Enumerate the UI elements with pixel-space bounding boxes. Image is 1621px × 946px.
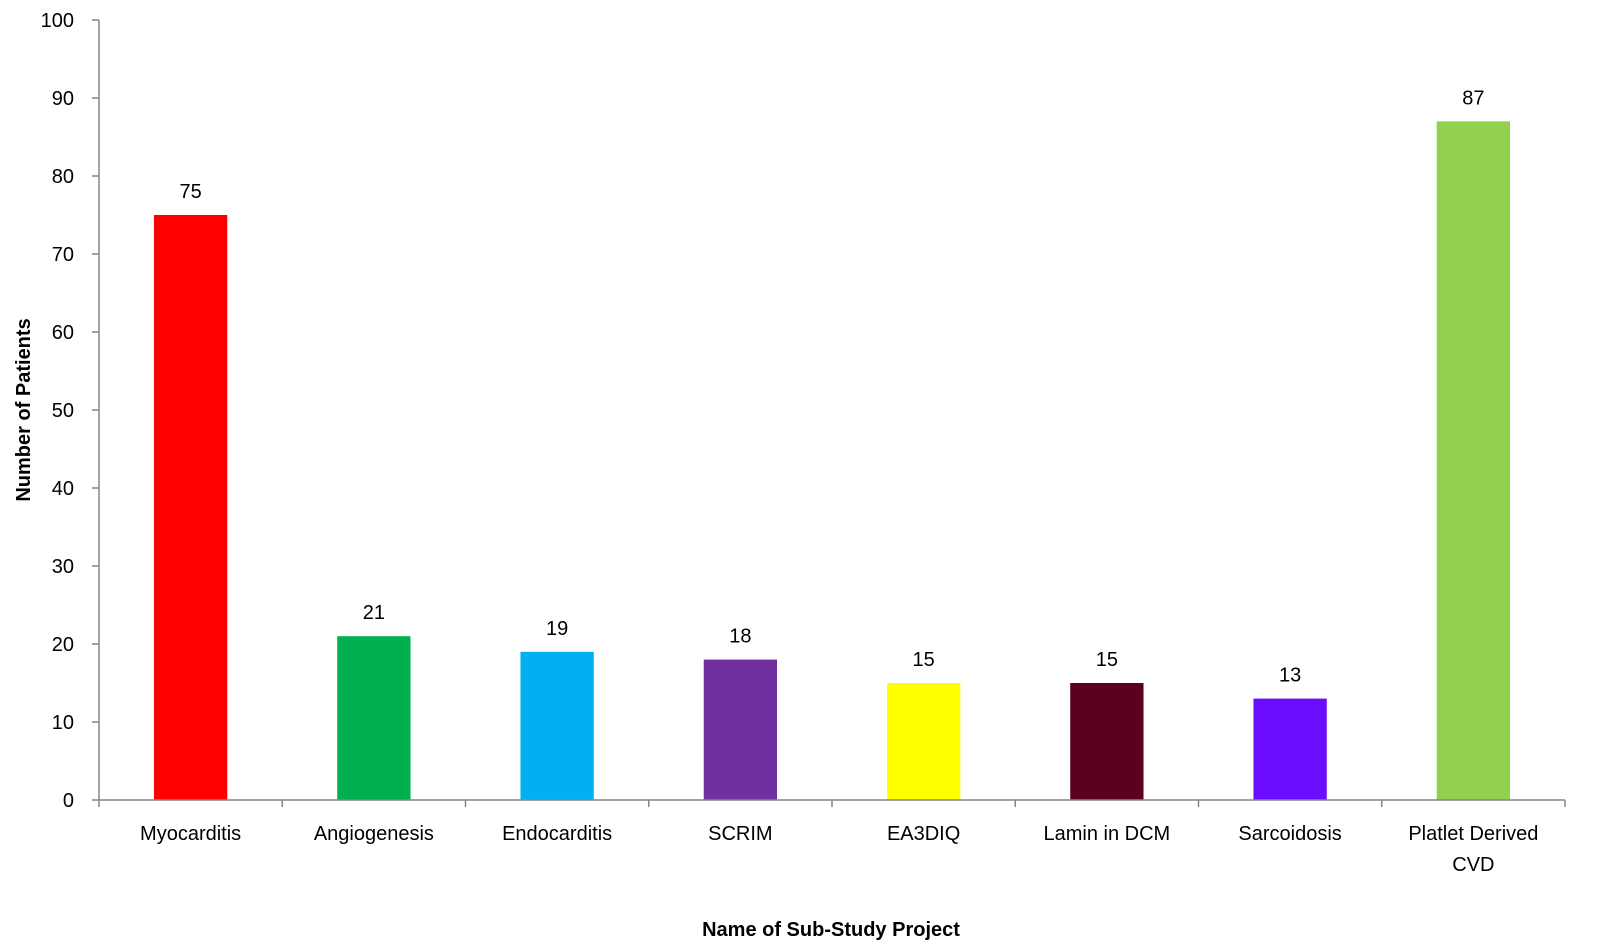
x-tick-label: SCRIM	[708, 823, 772, 845]
data-label: 18	[729, 626, 751, 648]
bar	[886, 683, 961, 800]
y-tick-label: 40	[52, 478, 74, 500]
data-label: 19	[546, 618, 568, 640]
y-tick-label: 70	[52, 244, 74, 266]
data-label: 75	[180, 181, 202, 203]
y-tick-label: 60	[52, 322, 74, 344]
data-label: 15	[913, 649, 935, 671]
axes-group	[98, 20, 1565, 801]
x-tick-label: CVD	[1452, 854, 1494, 876]
x-tick-label: EA3DIQ	[887, 823, 960, 845]
y-axis-title: Number of Patients	[13, 318, 35, 501]
y-ticks-group: 0 10 20 30 40 50 60 70 80 90 100	[41, 10, 99, 812]
bars-group	[153, 121, 1511, 800]
x-tick-label: Endocarditis	[502, 823, 612, 845]
x-tick-label: Lamin in DCM	[1044, 823, 1171, 845]
y-tick-label: 100	[41, 10, 74, 32]
y-tick-label: 20	[52, 634, 74, 656]
bar	[1436, 121, 1511, 800]
data-label: 21	[363, 602, 385, 624]
data-labels-group: 75 21 19 18 15 15 13 87	[180, 87, 1485, 686]
y-tick-label: 10	[52, 712, 74, 734]
y-tick-label: 90	[52, 88, 74, 110]
x-tick-label: Sarcoidosis	[1238, 823, 1341, 845]
bar	[520, 651, 594, 800]
x-ticks-group: Myocarditis Angiogenesis Endocarditis SCRIM…	[98, 800, 1566, 876]
x-axis-title: Name of Sub-Study Project	[702, 919, 960, 941]
y-tick-label: 80	[52, 166, 74, 188]
bar	[1070, 683, 1144, 800]
x-tick-label: Platlet Derived	[1408, 823, 1538, 845]
data-label: 87	[1462, 87, 1484, 109]
x-tick-label: Myocarditis	[140, 823, 241, 845]
bar	[337, 636, 411, 800]
y-tick-label: 30	[52, 556, 74, 578]
bar	[153, 215, 228, 800]
data-label: 13	[1279, 665, 1301, 687]
y-tick-label: 50	[52, 400, 74, 422]
bar	[1253, 698, 1327, 800]
x-tick-label: Angiogenesis	[314, 823, 434, 845]
y-tick-label: 0	[63, 790, 74, 812]
bar	[703, 659, 778, 800]
data-label: 15	[1096, 649, 1118, 671]
